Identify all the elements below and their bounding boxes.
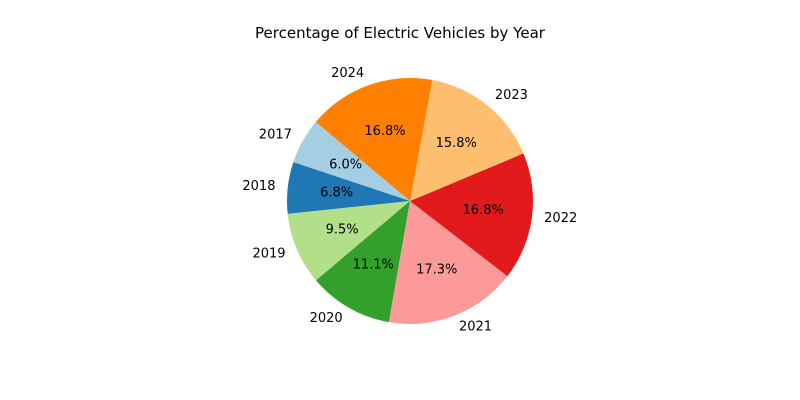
pie-slice-2024 [315, 77, 433, 201]
slice-category-label: 2024 [331, 66, 364, 81]
slice-percent-label: 16.8% [463, 203, 504, 218]
pie-category-labels: 2017 2018 2019 2020 2021 2022 2023 2024 [242, 66, 577, 334]
slice-percent-label: 6.8% [320, 186, 353, 201]
slice-category-label: 2019 [252, 247, 285, 262]
slice-percent-label: 9.5% [326, 222, 359, 237]
slice-category-label: 2021 [459, 320, 492, 335]
slice-percent-label: 16.8% [364, 124, 405, 139]
slice-percent-label: 17.3% [416, 262, 457, 277]
pie-slices [287, 77, 533, 324]
slice-percent-label: 6.0% [329, 157, 362, 172]
pie-slice-2020 [316, 201, 410, 323]
slice-category-label: 2022 [544, 211, 577, 226]
slice-category-label: 2018 [242, 179, 275, 194]
pie-slice-2017 [293, 121, 410, 201]
pie-slice-2018 [287, 162, 410, 214]
slice-category-label: 2017 [259, 127, 292, 142]
slice-percent-label: 15.8% [436, 136, 477, 151]
pie-slice-2022 [410, 153, 533, 277]
pie-slice-2023 [410, 80, 524, 201]
slice-category-label: 2023 [495, 88, 528, 103]
pie-slice-2019 [287, 201, 410, 281]
pie-slice-2021 [388, 201, 508, 324]
pie-percent-labels: 6.0% 6.8% 9.5% 11.1% 17.3% 16.8% 15.8% 16.8% [320, 124, 504, 277]
chart-title: Percentage of Electric Vehicles by Year [255, 24, 545, 42]
slice-category-label: 2020 [310, 311, 343, 326]
slice-percent-label: 11.1% [353, 258, 394, 273]
